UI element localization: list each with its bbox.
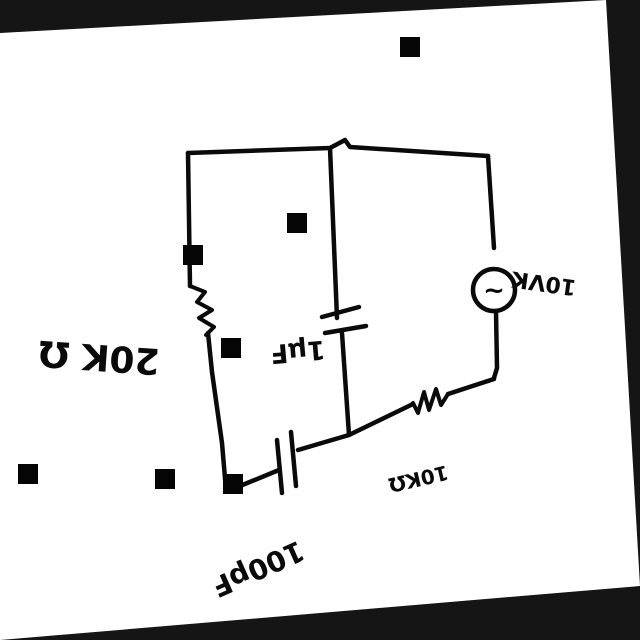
wire-bottom-right: [445, 376, 497, 397]
resistor-bottom-zigzag: [411, 387, 450, 415]
node-marker: [221, 338, 241, 358]
capacitor-bottom-plate-1: [288, 429, 299, 489]
node-marker: [18, 464, 38, 484]
wire-top: [185, 137, 491, 159]
voltage-source-symbol: ~: [483, 276, 505, 306]
wire-right-upper: [485, 153, 497, 251]
wire-middle-upper: [327, 145, 340, 321]
wire-left-upper: [185, 150, 193, 289]
capacitor-vertical-plate-2: [322, 323, 369, 336]
wire-middle-lower: [339, 330, 352, 438]
wire-left-lower: [205, 330, 229, 493]
capacitor-vertical-label: 1µF: [269, 334, 326, 369]
wire-right-lower: [491, 308, 500, 381]
capacitor-bottom-plate-2: [274, 437, 285, 496]
left-resistor-label: 20K Ω: [37, 332, 161, 381]
node-marker: [183, 245, 203, 265]
node-marker: [223, 474, 243, 494]
node-marker: [400, 37, 420, 57]
wire-bottom-middle: [295, 401, 416, 453]
resistor-left-zigzag: [188, 284, 216, 337]
capacitor-vertical-plate-1: [319, 304, 362, 320]
node-marker: [155, 469, 175, 489]
node-marker: [287, 213, 307, 233]
